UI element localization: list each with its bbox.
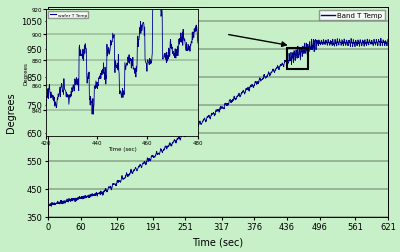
X-axis label: Time (sec): Time (sec) — [108, 147, 136, 151]
Legend: Band T Temp: Band T Temp — [319, 11, 384, 21]
Bar — [287, 49, 308, 70]
Y-axis label: Degrees: Degrees — [6, 92, 16, 132]
Legend: wafer T Temp: wafer T Temp — [48, 12, 88, 19]
X-axis label: Time (sec): Time (sec) — [192, 237, 244, 247]
Y-axis label: Degrees: Degrees — [24, 62, 28, 84]
